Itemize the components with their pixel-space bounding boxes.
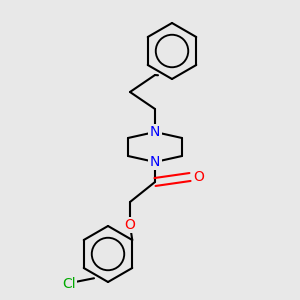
Text: O: O	[194, 170, 204, 184]
Text: N: N	[150, 155, 160, 169]
Text: Cl: Cl	[62, 277, 76, 291]
Text: N: N	[150, 125, 160, 139]
Text: O: O	[124, 218, 135, 232]
